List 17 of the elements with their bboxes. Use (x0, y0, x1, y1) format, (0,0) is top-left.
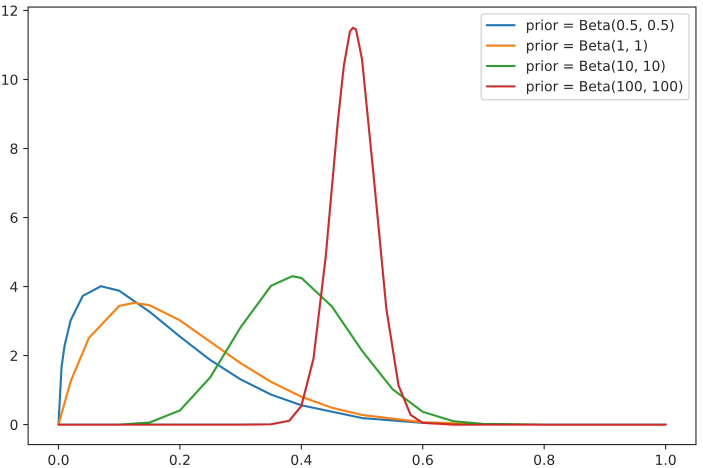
y-tick-label: 0 (10, 420, 18, 430)
legend-label: prior = Beta(0.5, 0.5) (526, 20, 674, 33)
y-tick-label: 10 (2, 74, 18, 85)
y-tick-label: 4 (10, 282, 18, 292)
y-tick-label: 2 (10, 350, 18, 361)
x-tick-label: 0.8 (534, 454, 554, 466)
y-tick-label: 12 (2, 5, 18, 16)
y-tick-label: 6 (10, 212, 18, 223)
x-tick-label: 0.6 (412, 454, 433, 466)
x-tick-label: 0.2 (170, 454, 190, 466)
legend-label: prior = Beta(10, 10) (526, 60, 665, 74)
legend-label: prior = Beta(100, 100) (526, 80, 682, 94)
x-tick-label: 1.0 (656, 454, 676, 466)
y-tick-label: 8 (10, 143, 18, 154)
x-tick-label: 0.4 (291, 454, 312, 466)
legend-label: prior = Beta(1, 1) (526, 40, 647, 54)
x-tick-label: 0.0 (48, 454, 69, 466)
